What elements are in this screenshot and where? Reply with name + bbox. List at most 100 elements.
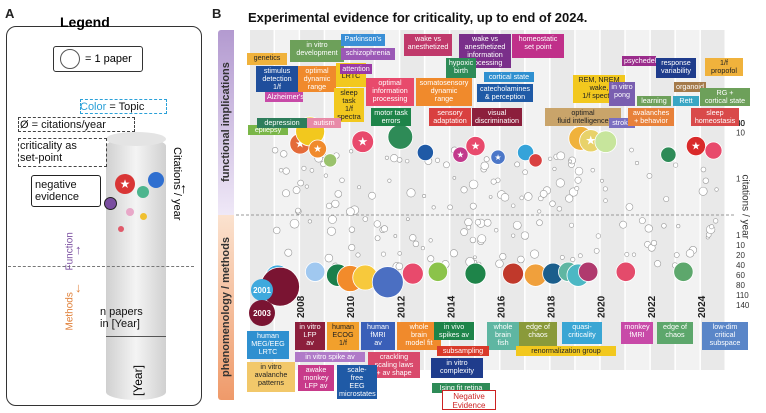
methods-arrow-icon: ↓ (75, 280, 82, 295)
paper-dot (663, 196, 670, 202)
paper-dot (569, 222, 575, 228)
paper-dot (295, 207, 301, 214)
paper-dot (673, 162, 679, 168)
upper-topic-tag: visual discrimination (472, 108, 522, 126)
y-upper-tick: 80 (736, 119, 745, 128)
paper-dot (284, 248, 293, 257)
star-marker: ★ (295, 138, 305, 150)
paper-dot (422, 193, 427, 198)
paper-dot (514, 161, 520, 168)
paper-dot (570, 257, 576, 263)
paper-dot (714, 187, 719, 192)
paper-dot (292, 186, 301, 194)
paper-dot (466, 225, 472, 230)
y-lower-tick: 10 (736, 241, 745, 250)
upper-topic-tag: learning (637, 96, 671, 106)
lower-point (305, 261, 326, 282)
star-marker: ★ (357, 134, 368, 148)
up-arrow-icon: ↑ (180, 180, 187, 196)
paper-circle-icon (60, 49, 80, 69)
lower-topic-tag: renormalization group (516, 346, 616, 356)
upper-topic-tag: homeostatic set point (512, 34, 564, 58)
paper-dot (556, 151, 566, 161)
upper-point (594, 130, 618, 153)
panel-b-letter: B (212, 6, 222, 21)
paper-dot (460, 228, 468, 236)
paper-dot (273, 226, 281, 235)
upper-point (351, 130, 374, 153)
upper-topic-tag: response variability (656, 58, 696, 78)
paper-dot (685, 249, 695, 258)
divider-line (8, 266, 194, 267)
paper-dot (280, 150, 288, 158)
upper-topic-tag: attention (340, 64, 372, 74)
lower-topic-tag: in vitro LFP av (295, 322, 325, 350)
lower-topic-tag: edge of chaos (657, 322, 693, 344)
paper-dot (324, 253, 334, 263)
paper-dot (537, 209, 542, 214)
upper-point (704, 141, 723, 160)
upper-topic-tag: avalanches + behavior (628, 108, 674, 126)
y-lower-tick: 1 (736, 231, 741, 240)
n-papers-label: n papers in [Year] (100, 306, 143, 330)
diameter-label: Ø = citations/year (20, 119, 106, 131)
paper-dot (483, 218, 492, 227)
paper-dot (346, 207, 355, 217)
n-papers-line (106, 336, 166, 337)
lower-point (502, 262, 524, 285)
legend-pink-dot (126, 208, 134, 216)
paper-dot (304, 184, 309, 189)
upper-topic-tag: epilepsy (248, 125, 288, 135)
lower-point (427, 261, 449, 282)
paper-dot (602, 186, 608, 192)
x-tick-label: 2024 (697, 295, 708, 318)
chart-title: Experimental evidence for criticality, u… (248, 10, 588, 25)
paper-dot (556, 206, 563, 212)
legend-frame (6, 26, 202, 406)
year-stripe (300, 30, 324, 370)
start-badge-label: 2003 (253, 309, 271, 318)
paper-dot (380, 225, 389, 233)
paper-dot (629, 147, 634, 153)
paper-dot (530, 249, 540, 259)
upper-topic-tag: optimal dynamic range (298, 66, 336, 92)
paper-dot (460, 186, 468, 194)
lower-topic-tag: scale- free EEG microstates (337, 365, 377, 399)
paper-dot (522, 169, 528, 175)
paper-dot (574, 176, 582, 184)
upper-topic-tag: hypoxic birth (446, 58, 476, 78)
paper-dot (326, 226, 336, 236)
upper-point (685, 136, 706, 157)
paper-dot (517, 255, 525, 264)
paper-dot (309, 168, 315, 173)
paper-dot (469, 202, 477, 210)
upper-topic-tag: RG + cortical state (700, 88, 750, 106)
paper-dot (412, 240, 420, 248)
paper-dot (374, 235, 381, 242)
paper-dot (511, 233, 516, 238)
upper-topic-tag: psychedelics (622, 56, 656, 66)
upper-topic-tag: 1/f propofol (705, 58, 743, 76)
one-paper-box: = 1 paper (53, 46, 143, 72)
upper-topic-tag: genetics (247, 53, 287, 65)
paper-dot (373, 220, 381, 228)
setpoint-box (18, 138, 107, 167)
paper-dot (483, 156, 490, 163)
one-paper-label: = 1 paper (85, 53, 132, 65)
lower-topic-tag: human MEG/EEG LRTC (247, 331, 289, 359)
lower-topic-tag: in vivo spikes av (434, 322, 474, 340)
paper-dot (380, 251, 387, 257)
paper-dot (520, 231, 530, 240)
paper-dot (395, 262, 404, 271)
paper-dot (420, 246, 425, 251)
legend-title: Legend (60, 14, 110, 30)
x-tick-label: 2008 (296, 295, 307, 318)
upper-topic-tag: sensory adaptation (429, 108, 471, 126)
paper-dot (634, 160, 640, 166)
star-marker: ★ (313, 144, 322, 155)
upper-point (490, 149, 506, 165)
x-tick-label: 2012 (396, 295, 407, 318)
paper-dot (427, 255, 435, 263)
legend-blue-dot (148, 172, 164, 188)
